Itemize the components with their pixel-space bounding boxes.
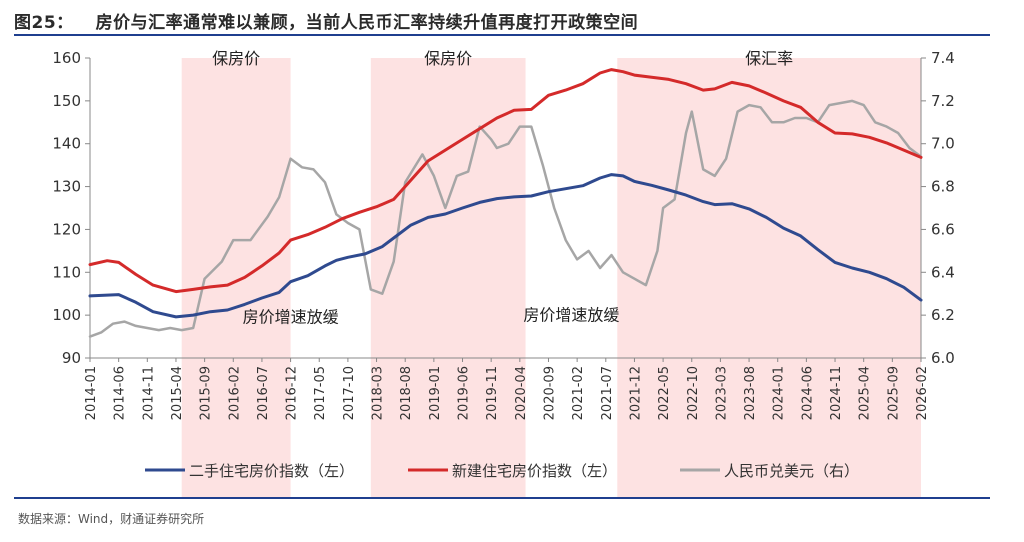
x-tick-label: 2021-12 — [628, 366, 643, 420]
y-left-tick-label: 110 — [52, 263, 81, 281]
y-right-tick-label: 7.2 — [931, 92, 955, 110]
x-tick-label: 2019-11 — [485, 366, 500, 420]
figure-title-text: 房价与汇率通常难以兼顾，当前人民币汇率持续升值再度打开政策空间 — [95, 13, 639, 33]
y-left-tick-label: 150 — [52, 92, 81, 110]
shaded-period-label-1: 保房价 — [212, 49, 260, 68]
annotation-1: 房价增速放缓 — [243, 308, 339, 327]
y-left-tick-label: 140 — [52, 135, 81, 153]
x-tick-label: 2019-01 — [428, 366, 443, 420]
x-tick-label: 2014-06 — [113, 366, 128, 420]
y-right-tick-label: 6.8 — [931, 178, 955, 196]
x-tick-label: 2023-08 — [743, 366, 758, 420]
y-right-tick-label: 6.6 — [931, 220, 955, 238]
x-tick-label: 2025-04 — [858, 366, 873, 420]
series-line-fx — [88, 99, 923, 338]
x-tick-label: 2018-08 — [399, 366, 414, 420]
x-tick-label: 2017-05 — [313, 366, 328, 420]
y-left-tick-label: 100 — [52, 306, 81, 324]
x-tick-label: 2021-02 — [571, 366, 586, 420]
x-tick-label: 2014-01 — [84, 366, 99, 420]
x-tick-label: 2020-04 — [514, 366, 529, 420]
y-left-tick-label: 160 — [52, 49, 81, 67]
y-left-tick-label: 120 — [52, 220, 81, 238]
x-tick-label: 2024-11 — [829, 366, 844, 420]
x-tick-label: 2016-12 — [285, 366, 300, 420]
annotation-2: 房价增速放缓 — [523, 305, 619, 324]
y-right-tick-label: 6.2 — [931, 306, 955, 324]
bottom-rule — [14, 497, 990, 499]
x-tick-label: 2024-06 — [800, 366, 815, 420]
x-tick-label: 2017-10 — [342, 366, 357, 420]
x-tick-label: 2018-03 — [371, 366, 386, 420]
x-tick-label: 2025-09 — [886, 366, 901, 420]
legend-label-fx: 人民币兑美元（右） — [724, 462, 859, 480]
y-left-tick-label: 130 — [52, 178, 81, 196]
shaded-period-label-3: 保汇率 — [745, 49, 793, 68]
series-line-newhome — [88, 68, 923, 294]
shaded-period-2 — [370, 58, 526, 497]
source-note: 数据来源：Wind，财通证券研究所 — [18, 512, 205, 526]
series-line-secondhand — [88, 173, 923, 319]
y-right-tick-label: 7.4 — [931, 49, 955, 67]
x-tick-label: 2026-02 — [915, 366, 930, 420]
x-tick-label: 2023-03 — [714, 366, 729, 420]
x-tick-label: 2024-01 — [772, 366, 787, 420]
shaded-period-label-2: 保房价 — [424, 49, 472, 68]
x-tick-label: 2016-02 — [227, 366, 242, 420]
figure-title: 图25： 房价与汇率通常难以兼顾，当前人民币汇率持续升值再度打开政策空间 — [14, 8, 638, 33]
x-tick-label: 2015-04 — [170, 366, 185, 420]
y-right-tick-label: 7.0 — [931, 135, 955, 153]
y-left-tick-label: 90 — [62, 349, 81, 367]
x-tick-label: 2022-10 — [686, 366, 701, 420]
x-tick-label: 2021-07 — [600, 366, 615, 420]
x-tick-label: 2014-11 — [141, 366, 156, 420]
x-tick-label: 2016-07 — [256, 366, 271, 420]
legend-label-secondhand: 二手住宅房价指数（左） — [189, 462, 354, 480]
y-right-tick-label: 6.4 — [931, 263, 955, 281]
legend-label-newhome: 新建住宅房价指数（左） — [452, 462, 617, 480]
x-tick-label: 2022-05 — [657, 366, 672, 420]
x-tick-label: 2015-09 — [199, 366, 214, 420]
shaded-period-3 — [617, 58, 921, 497]
x-tick-label: 2019-06 — [457, 366, 472, 420]
top-rule — [14, 34, 990, 36]
shaded-period-1 — [181, 58, 291, 497]
x-tick-label: 2020-09 — [542, 366, 557, 420]
y-right-tick-label: 6.0 — [931, 349, 955, 367]
figure-label: 图25： — [14, 13, 74, 33]
